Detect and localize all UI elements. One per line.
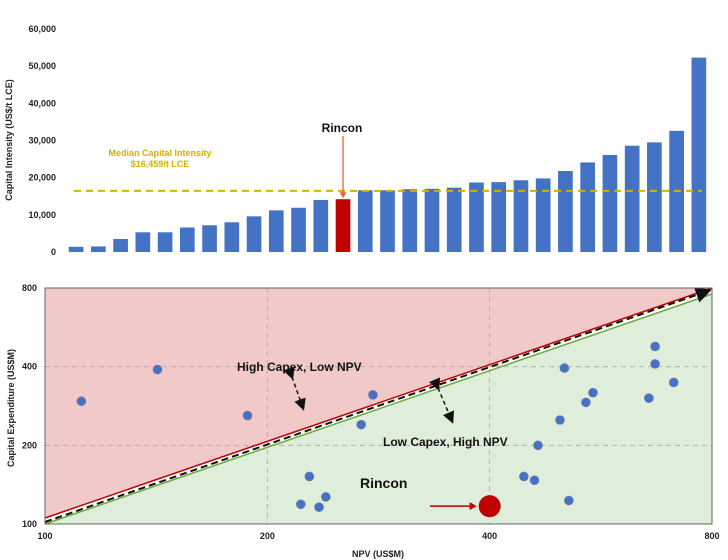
- bar: [469, 182, 484, 252]
- x-tick-label: 800: [704, 531, 719, 541]
- bar-rincon: [335, 199, 351, 252]
- scatter-point: [650, 359, 660, 369]
- bar: [691, 57, 707, 252]
- scatter-x-axis-title: NPV (US$M): [352, 549, 404, 559]
- bar: [491, 182, 507, 252]
- y-tick-label: 400: [22, 362, 37, 372]
- scatter-point: [356, 419, 367, 430]
- bar-chart-bars: [68, 57, 707, 252]
- bar: [246, 216, 262, 252]
- scatter-point: [519, 471, 529, 482]
- rincon-point: [478, 495, 501, 518]
- upper-region-label: High Capex, Low NPV: [237, 360, 362, 374]
- y-tick-label: 800: [22, 283, 37, 293]
- bar-chart-y-axis-title: Capital Intensity (US$/t LCE): [4, 79, 14, 201]
- scatter-point: [296, 499, 306, 510]
- scatter-point: [529, 475, 540, 486]
- rincon-bar-arrowhead: [339, 192, 347, 199]
- scatter-point: [668, 377, 679, 388]
- scatter-point: [559, 363, 570, 373]
- scatter-point: [321, 492, 331, 502]
- scatter-y-ticks: 100 200 400 800: [22, 283, 37, 529]
- x-tick-label: 400: [482, 531, 497, 541]
- bar: [558, 170, 573, 252]
- bar: [602, 154, 618, 252]
- rincon-point-label: Rincon: [360, 475, 407, 491]
- bar-y-tick-label: 60,000: [28, 24, 56, 34]
- bar: [113, 238, 128, 252]
- bar: [202, 225, 217, 252]
- scatter-point: [152, 364, 163, 375]
- scatter-point: [304, 471, 315, 482]
- scatter-point: [555, 415, 565, 425]
- bar-chart-y-ticks: 0 10,000 20,000 30,000 40,000 50,000 60,000: [28, 24, 56, 257]
- scatter-points: [76, 341, 679, 512]
- scatter-point: [314, 502, 324, 512]
- bar-chart: Capital Intensity (US$/t LCE) 0 10,000 20,…: [4, 24, 707, 257]
- scatter-point: [564, 495, 574, 506]
- x-tick-label: 100: [37, 531, 52, 541]
- bar: [446, 187, 462, 252]
- bar: [179, 227, 195, 252]
- scatter-point: [644, 393, 654, 403]
- lower-region-arrow: [428, 377, 455, 424]
- bar: [647, 142, 662, 252]
- bar: [513, 180, 529, 252]
- scatter-point: [581, 397, 591, 408]
- scatter-point: [368, 390, 378, 400]
- bar-y-tick-label: 30,000: [28, 136, 56, 146]
- x-tick-label: 200: [260, 531, 275, 541]
- scatter-point: [533, 440, 543, 451]
- bar: [380, 190, 395, 252]
- bar-y-tick-label: 20,000: [28, 173, 56, 183]
- bar: [291, 207, 306, 252]
- lower-region-edge: [44, 293, 713, 525]
- bar-y-tick-label: 10,000: [28, 210, 56, 220]
- bar-y-tick-label: 0: [51, 247, 56, 257]
- scatter-point: [242, 410, 253, 421]
- bar: [535, 178, 551, 252]
- bar: [224, 222, 240, 252]
- bar: [135, 232, 151, 252]
- upper-region-edge: [44, 287, 713, 519]
- upper-region-arrow: [283, 366, 306, 411]
- bar: [68, 246, 84, 252]
- bar-y-tick-label: 50,000: [28, 61, 56, 71]
- bar: [268, 210, 284, 252]
- lower-region-label: Low Capex, High NPV: [383, 435, 508, 449]
- bar: [313, 199, 329, 252]
- scatter-frame: [44, 287, 713, 525]
- scatter-x-ticks: 100 200 400 800: [37, 531, 719, 541]
- bar: [580, 162, 596, 252]
- scatter-y-axis-title: Capital Expenditure (US$M): [6, 349, 16, 467]
- bar: [402, 189, 418, 252]
- y-tick-label: 100: [22, 519, 37, 529]
- bar: [157, 232, 173, 252]
- scatter-point: [76, 396, 87, 407]
- bar: [624, 145, 640, 252]
- rincon-point-arrowhead: [469, 502, 477, 511]
- bar: [91, 246, 106, 252]
- rincon-bar-label: Rincon: [322, 121, 363, 135]
- bar: [424, 188, 440, 252]
- y-tick-label: 200: [22, 440, 37, 450]
- bar-y-tick-label: 40,000: [28, 98, 56, 108]
- scatter-chart: 100 200 400 800 100 200 400 800 High Capex, Lo…: [6, 283, 720, 559]
- diagonal-dashed-arrow: [44, 287, 712, 523]
- median-label-line2: $16,459/t LCE: [131, 159, 190, 169]
- bar: [357, 190, 373, 252]
- median-label-line1: Median Capital Intensity: [108, 148, 211, 158]
- scatter-point: [588, 387, 598, 398]
- scatter-point: [650, 341, 660, 352]
